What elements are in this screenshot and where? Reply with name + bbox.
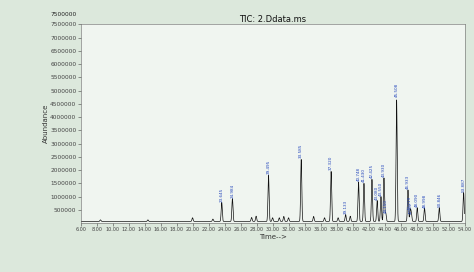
- Text: 43.550: 43.550: [379, 182, 383, 196]
- Text: 39.133: 39.133: [344, 200, 347, 214]
- Text: 43.080: 43.080: [375, 186, 379, 200]
- Text: 48.998: 48.998: [422, 194, 427, 208]
- Text: 40.748: 40.748: [356, 167, 361, 181]
- X-axis label: Time-->: Time-->: [259, 234, 286, 240]
- Text: 23.645: 23.645: [220, 188, 224, 202]
- Text: 24.984: 24.984: [230, 184, 235, 198]
- Text: 33.585: 33.585: [299, 144, 303, 158]
- Text: 48.090: 48.090: [415, 193, 419, 207]
- Text: 44.150: 44.150: [384, 199, 388, 213]
- Y-axis label: Abundance: Abundance: [43, 104, 49, 143]
- Text: 42.425: 42.425: [370, 164, 374, 178]
- Text: 50.846: 50.846: [438, 193, 441, 207]
- Text: 7500000: 7500000: [51, 12, 77, 23]
- Text: 29.495: 29.495: [266, 160, 271, 174]
- Text: 43.930: 43.930: [382, 163, 386, 177]
- Text: 47.219: 47.219: [408, 196, 412, 210]
- Text: 53.887: 53.887: [462, 177, 465, 192]
- Text: 45.508: 45.508: [394, 83, 399, 97]
- Text: 37.320: 37.320: [329, 156, 333, 170]
- Text: 46.933: 46.933: [406, 175, 410, 189]
- Text: 47.35: 47.35: [410, 202, 413, 214]
- Text: 41.430: 41.430: [362, 168, 366, 182]
- Title: TIC: 2.Ddata.ms: TIC: 2.Ddata.ms: [239, 15, 306, 24]
